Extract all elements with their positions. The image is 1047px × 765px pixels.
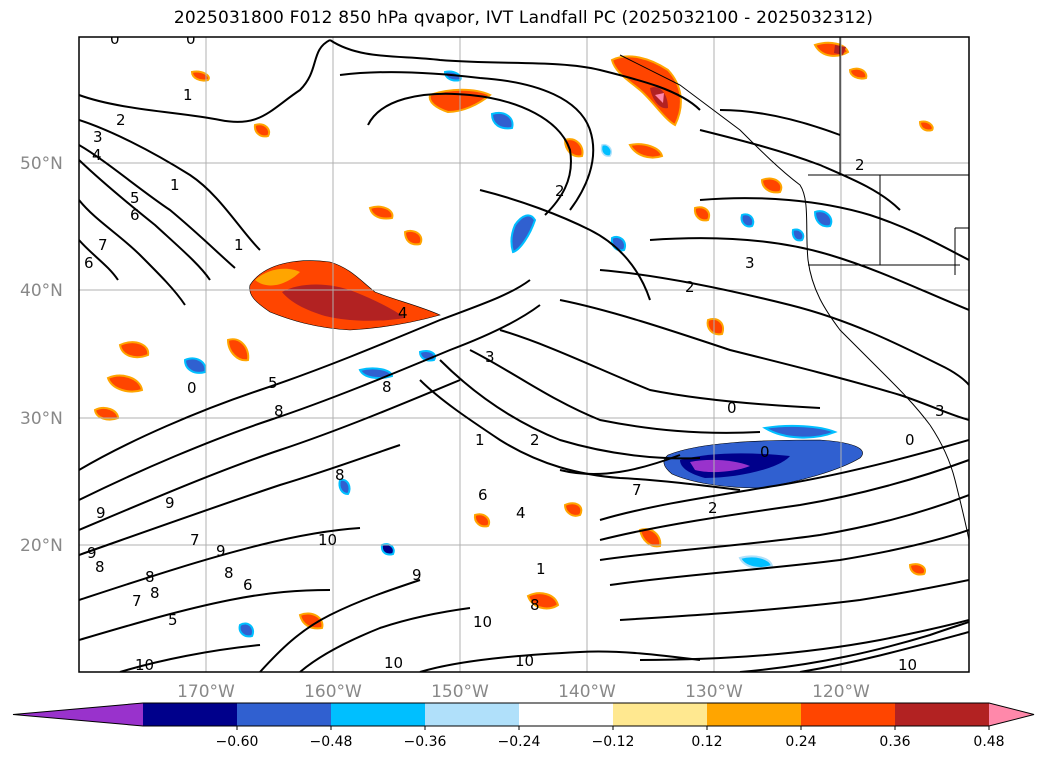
lon-label-150w: 150°W: [431, 682, 489, 702]
contour-label: 2: [855, 156, 865, 174]
lon-label-170w: 170°W: [177, 682, 235, 702]
coastlines: [619, 37, 969, 541]
contour-label: 8: [224, 564, 234, 582]
contour-label: 10: [898, 656, 917, 674]
contour-label: 1: [536, 560, 546, 578]
contour-label: 7: [632, 481, 642, 499]
map-title: 2025031800 F012 850 hPa qvapor, IVT Land…: [173, 8, 874, 28]
contour-label: 5: [130, 189, 140, 207]
colorbar-tick-label: 0.24: [785, 734, 816, 750]
contour-label: 9: [96, 504, 106, 522]
contour-label: 8: [145, 568, 155, 586]
colorbar-segment: [237, 703, 332, 726]
colorbar-segment: [331, 703, 426, 726]
contour-label: 9: [216, 542, 226, 560]
qvapor-anomaly-fill: [93, 41, 934, 638]
contour-label: 3: [935, 402, 945, 420]
contour-label: 1: [475, 431, 485, 449]
contour-label: 0: [905, 431, 915, 449]
contour-label: 1: [170, 176, 180, 194]
contour-label: 6: [130, 206, 140, 224]
colorbar-tick-label: −0.48: [310, 734, 353, 750]
colorbar-tick-label: −0.24: [498, 734, 541, 750]
contour-label: 8: [150, 584, 160, 602]
contour-labels: 0 0 1 2 3 4 1 5 6 7 6 1 2 3 2 2 4 3 0 5 …: [84, 30, 945, 674]
contour-label: 6: [243, 576, 253, 594]
contour-label: 1: [234, 236, 244, 254]
colorbar-segment: [801, 703, 896, 726]
contour-label: 4: [398, 304, 408, 322]
contour-label: 2: [685, 278, 695, 296]
map-border: [78, 36, 970, 673]
contour-label: 9: [87, 544, 97, 562]
lat-label-40n: 40°N: [20, 281, 63, 301]
contour-label: 9: [165, 494, 175, 512]
colorbar-segment: [707, 703, 802, 726]
contour-label: 2: [116, 111, 126, 129]
contour-label: 5: [168, 611, 178, 629]
lat-label-50n: 50°N: [20, 154, 63, 174]
contour-label: 10: [135, 656, 154, 674]
contour-label: 7: [190, 531, 200, 549]
lat-label-20n: 20°N: [20, 536, 63, 556]
contour-label: 0: [186, 30, 196, 48]
colorbar-outline: [12, 702, 1035, 727]
contour-label: 3: [93, 128, 103, 146]
colorbar-segment: [143, 703, 238, 726]
contour-label: 10: [384, 654, 403, 672]
colorbar-tick-label: −0.60: [216, 734, 259, 750]
lon-label-160w: 160°W: [304, 682, 362, 702]
colorbar-tick-label: 0.36: [879, 734, 910, 750]
contour-label: 8: [95, 558, 105, 576]
contour-label: 1: [183, 86, 193, 104]
contour-label: 2: [555, 182, 565, 200]
lon-label-120w: 120°W: [812, 682, 870, 702]
colorbar-tick-label: 0.12: [691, 734, 722, 750]
contour-label: 0: [760, 443, 770, 461]
colorbar-extend-high: [989, 703, 1034, 726]
contour-label: 4: [516, 504, 526, 522]
contour-label: 0: [187, 379, 197, 397]
contour-label: 7: [98, 236, 108, 254]
ivt-contours: [79, 39, 969, 672]
latitude-labels: 50°N 40°N 30°N 20°N: [20, 154, 63, 556]
contour-label: 0: [110, 30, 120, 48]
contour-label: 8: [274, 402, 284, 420]
colorbar-tick-label: −0.36: [404, 734, 447, 750]
contour-label: 5: [268, 374, 278, 392]
map-content: 0 0 1 2 3 4 1 5 6 7 6 1 2 3 2 2 4 3 0 5 …: [79, 30, 969, 674]
colorbar-segment: [895, 703, 990, 726]
lat-label-30n: 30°N: [20, 409, 63, 429]
contour-label: 6: [84, 254, 94, 272]
colorbar: −0.60 −0.48 −0.36 −0.24 −0.12 0.12 0.24 0.36 0.4…: [12, 702, 1035, 750]
contour-label: 2: [708, 499, 718, 517]
contour-label: 7: [132, 592, 142, 610]
contour-label: 4: [92, 146, 102, 164]
colorbar-extend-low: [13, 703, 143, 726]
colorbar-tick-label: 0.48: [973, 734, 1004, 750]
contour-label: 10: [515, 652, 534, 670]
contour-label: 0: [727, 399, 737, 417]
colorbar-segment: [613, 703, 708, 726]
contour-label: 2: [530, 431, 540, 449]
contour-label: 9: [412, 566, 422, 584]
colorbar-segment: [519, 703, 614, 726]
contour-label: 8: [530, 596, 540, 614]
contour-label: 10: [473, 613, 492, 631]
contour-label: 3: [745, 254, 755, 272]
contour-label: 3: [485, 348, 495, 366]
longitude-labels: 170°W 160°W 150°W 140°W 130°W 120°W: [177, 682, 870, 702]
colorbar-tick-label: −0.12: [592, 734, 635, 750]
contour-label: 8: [382, 378, 392, 396]
map-area: [79, 37, 969, 672]
colorbar-segment: [425, 703, 520, 726]
lon-label-130w: 130°W: [685, 682, 743, 702]
contour-label: 6: [478, 486, 488, 504]
contour-label: 8: [335, 466, 345, 484]
contour-label: 10: [318, 531, 337, 549]
lon-label-140w: 140°W: [558, 682, 616, 702]
graticule: [79, 37, 969, 672]
